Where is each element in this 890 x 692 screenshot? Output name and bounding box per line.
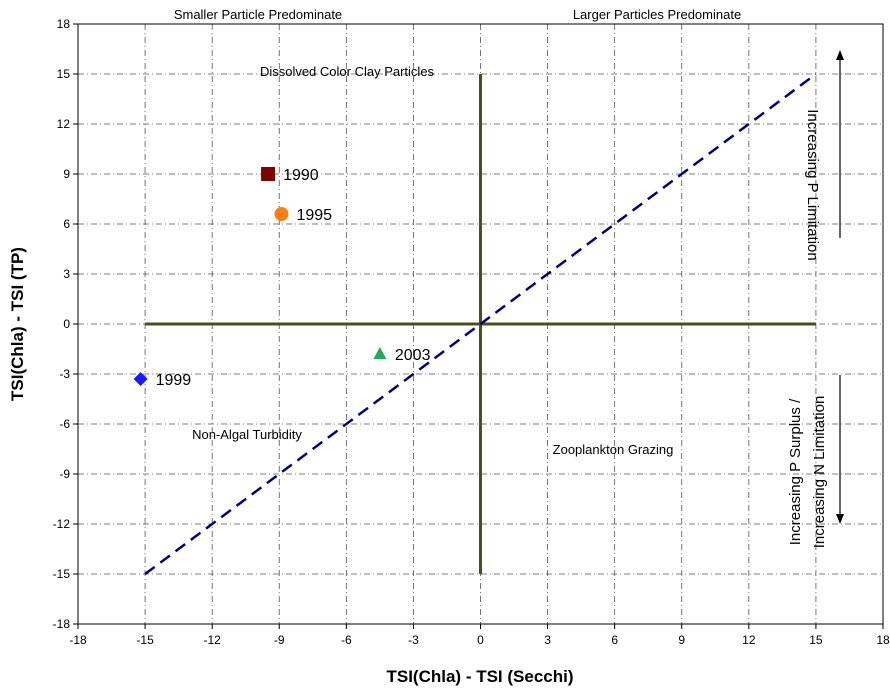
annotation-dissolved-color: Dissolved Color Clay Particles xyxy=(260,64,435,79)
x-tick-label: -15 xyxy=(136,633,154,647)
annotation-zooplankton-grazing: Zooplankton Grazing xyxy=(553,442,674,457)
point-label-1999: 1999 xyxy=(156,372,192,389)
y-tick-label: -9 xyxy=(59,467,70,481)
diagonal-reference-line xyxy=(144,72,817,576)
x-axis-title: TSI(Chla) - TSI (Secchi) xyxy=(386,667,573,686)
y-axis-title: TSI(Chla) - TSI (TP) xyxy=(8,247,27,401)
x-tick-label: -9 xyxy=(274,633,285,647)
y-tick-labels: -18 -15 -12 -9 -6 -3 0 3 6 9 12 15 18 xyxy=(53,17,78,631)
y-tick-label: 0 xyxy=(63,317,70,331)
x-tick-labels: -18 -15 -12 -9 -6 -3 0 3 6 9 12 15 18 xyxy=(69,624,890,647)
x-tick-label: 3 xyxy=(544,633,551,647)
arrow-down xyxy=(836,375,844,524)
x-tick-label: 0 xyxy=(477,633,484,647)
x-tick-label: -12 xyxy=(203,633,221,647)
point-label-1995: 1995 xyxy=(296,207,332,224)
point-marker-1995 xyxy=(274,207,289,221)
annotation-non-algal-turbidity: Non-Algal Turbidity xyxy=(192,427,302,442)
y-tick-label: 9 xyxy=(63,167,70,181)
point-marker-1990 xyxy=(261,167,276,181)
point-label-1990: 1990 xyxy=(283,167,319,184)
x-tick-label: -18 xyxy=(69,633,87,647)
annotation-increasing-p-limitation: Increasing P Limitation xyxy=(804,109,821,260)
x-tick-label: 15 xyxy=(809,633,823,647)
annotation-p-surplus: Increasing P Surplus / xyxy=(787,398,804,545)
y-tick-label: -12 xyxy=(53,517,71,531)
reference-lines xyxy=(144,72,817,576)
point-marker-1999 xyxy=(133,372,148,386)
x-tick-label: -3 xyxy=(408,633,419,647)
annotation-top-left: Smaller Particle Predominate xyxy=(174,7,342,22)
x-tick-label: 12 xyxy=(742,633,756,647)
arrow-up xyxy=(836,50,844,238)
point-label-2003: 2003 xyxy=(395,347,431,364)
point-marker-2003 xyxy=(373,347,387,359)
y-tick-label: -18 xyxy=(53,617,71,631)
y-tick-label: 12 xyxy=(57,117,71,131)
y-tick-label: 6 xyxy=(63,217,70,231)
y-tick-label: 15 xyxy=(57,67,71,81)
y-tick-label: 18 xyxy=(57,17,71,31)
x-tick-label: -6 xyxy=(341,633,352,647)
x-tick-label: 18 xyxy=(876,633,890,647)
x-tick-label: 6 xyxy=(611,633,618,647)
y-tick-label: 3 xyxy=(63,267,70,281)
data-points: 1990 1995 1999 2003 xyxy=(133,167,431,389)
annotation-n-limitation: Increasing N Limitation xyxy=(811,396,828,549)
y-tick-label: -15 xyxy=(53,567,71,581)
annotation-top-right: Larger Particles Predominate xyxy=(573,7,741,22)
y-tick-label: -6 xyxy=(59,417,70,431)
y-tick-label: -3 xyxy=(59,367,70,381)
x-tick-label: 9 xyxy=(678,633,685,647)
